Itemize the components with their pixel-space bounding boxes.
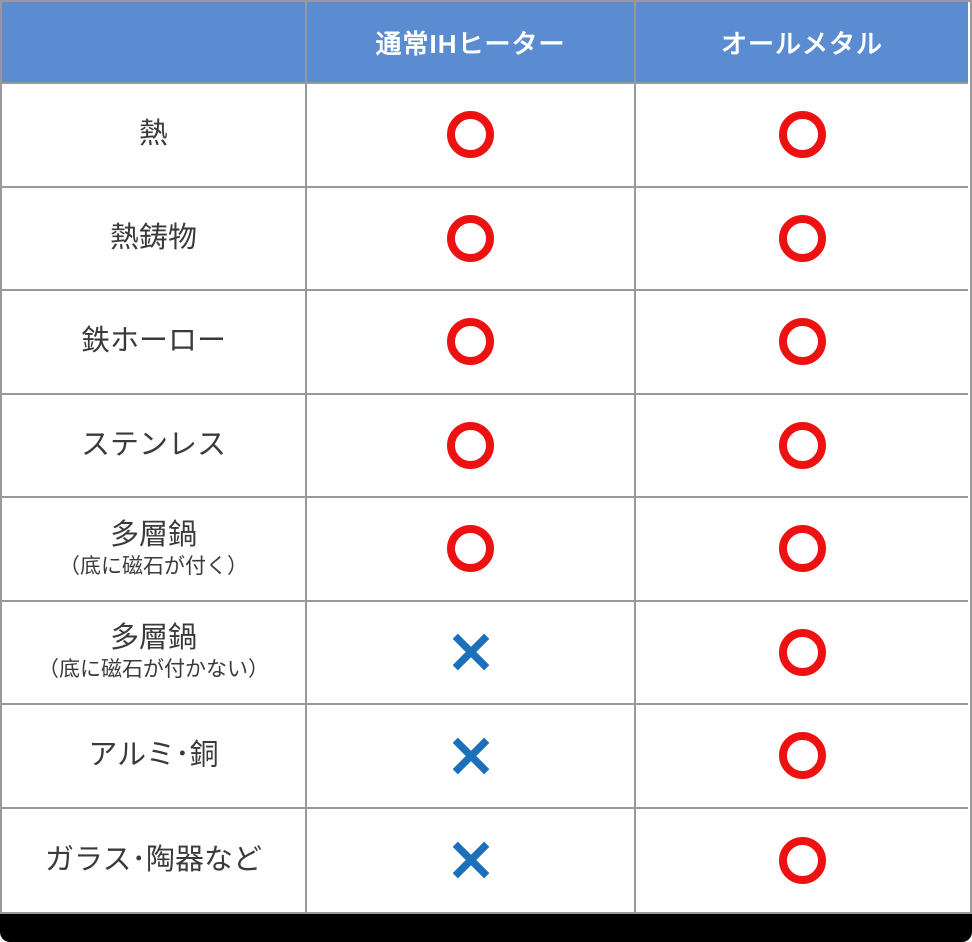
circle-mark-icon xyxy=(778,214,826,262)
mark-cell-normal-ih xyxy=(307,808,636,912)
circle-mark-icon xyxy=(778,318,826,366)
header-cell-normal-ih: 通常IHヒーター xyxy=(307,2,636,84)
pot-material-sublabel: （底に磁石が付く） xyxy=(59,554,248,578)
mark-cell-all-metal xyxy=(636,187,968,291)
row-label-cell: ガラス･陶器など xyxy=(2,808,307,912)
mark-cell-all-metal xyxy=(636,291,968,395)
mark-cell-all-metal xyxy=(636,705,968,809)
row-label-cell: 多層鍋 （底に磁石が付く） xyxy=(2,498,307,602)
row-label-cell: 鉄ホーロー xyxy=(2,291,307,395)
mark-cell-all-metal xyxy=(636,601,968,705)
pot-material-label: 熱鋳物 xyxy=(109,221,197,254)
circle-mark-icon xyxy=(778,421,826,469)
pot-material-label: 鉄ホーロー xyxy=(80,325,226,358)
mark-cell-normal-ih xyxy=(307,498,636,602)
circle-mark-icon xyxy=(447,525,494,573)
pot-material-label: 多層鍋 xyxy=(109,518,197,551)
ih-compatibility-table: 通常IHヒーター オールメタル 熱 熱鋳物 xyxy=(0,0,972,914)
mark-cell-all-metal xyxy=(636,84,968,188)
mark-cell-normal-ih xyxy=(307,291,636,395)
mark-cell-normal-ih xyxy=(307,84,636,188)
mark-cell-normal-ih xyxy=(307,394,636,498)
header-label-normal-ih: 通常IHヒーター xyxy=(375,28,566,59)
pot-material-label: アルミ･銅 xyxy=(88,739,219,772)
row-label-cell: 熱鋳物 xyxy=(2,187,307,291)
mark-cell-normal-ih xyxy=(307,705,636,809)
row-label-cell: アルミ･銅 xyxy=(2,705,307,809)
mark-cell-normal-ih xyxy=(307,187,636,291)
mark-cell-all-metal xyxy=(636,498,968,602)
mark-cell-all-metal xyxy=(636,394,968,498)
mark-cell-all-metal xyxy=(636,808,968,912)
circle-mark-icon xyxy=(778,732,826,780)
header-cell-all-metal: オールメタル xyxy=(636,2,968,84)
circle-mark-icon xyxy=(447,111,494,159)
pot-material-label: ガラス･陶器など xyxy=(45,843,262,876)
pot-material-label: 多層鍋 xyxy=(109,622,197,655)
pot-material-label: ステンレス xyxy=(80,428,226,461)
cross-mark-icon xyxy=(450,631,492,673)
cross-mark-icon xyxy=(450,839,492,881)
row-label-cell: 多層鍋 （底に磁石が付かない） xyxy=(2,601,307,705)
cross-mark-icon xyxy=(450,735,492,777)
circle-mark-icon xyxy=(778,111,826,159)
mark-cell-normal-ih xyxy=(307,601,636,705)
circle-mark-icon xyxy=(778,525,826,573)
circle-mark-icon xyxy=(778,836,826,884)
bottom-black-bar xyxy=(0,914,972,942)
circle-mark-icon xyxy=(447,214,494,262)
row-label-cell: ステンレス xyxy=(2,394,307,498)
header-cell-pot-type xyxy=(2,2,307,84)
circle-mark-icon xyxy=(447,421,494,469)
pot-material-label: 熱 xyxy=(138,118,168,151)
row-label-cell: 熱 xyxy=(2,84,307,188)
pot-material-sublabel: （底に磁石が付かない） xyxy=(38,658,269,681)
circle-mark-icon xyxy=(778,628,826,676)
circle-mark-icon xyxy=(447,318,494,366)
header-label-all-metal: オールメタル xyxy=(720,28,883,59)
